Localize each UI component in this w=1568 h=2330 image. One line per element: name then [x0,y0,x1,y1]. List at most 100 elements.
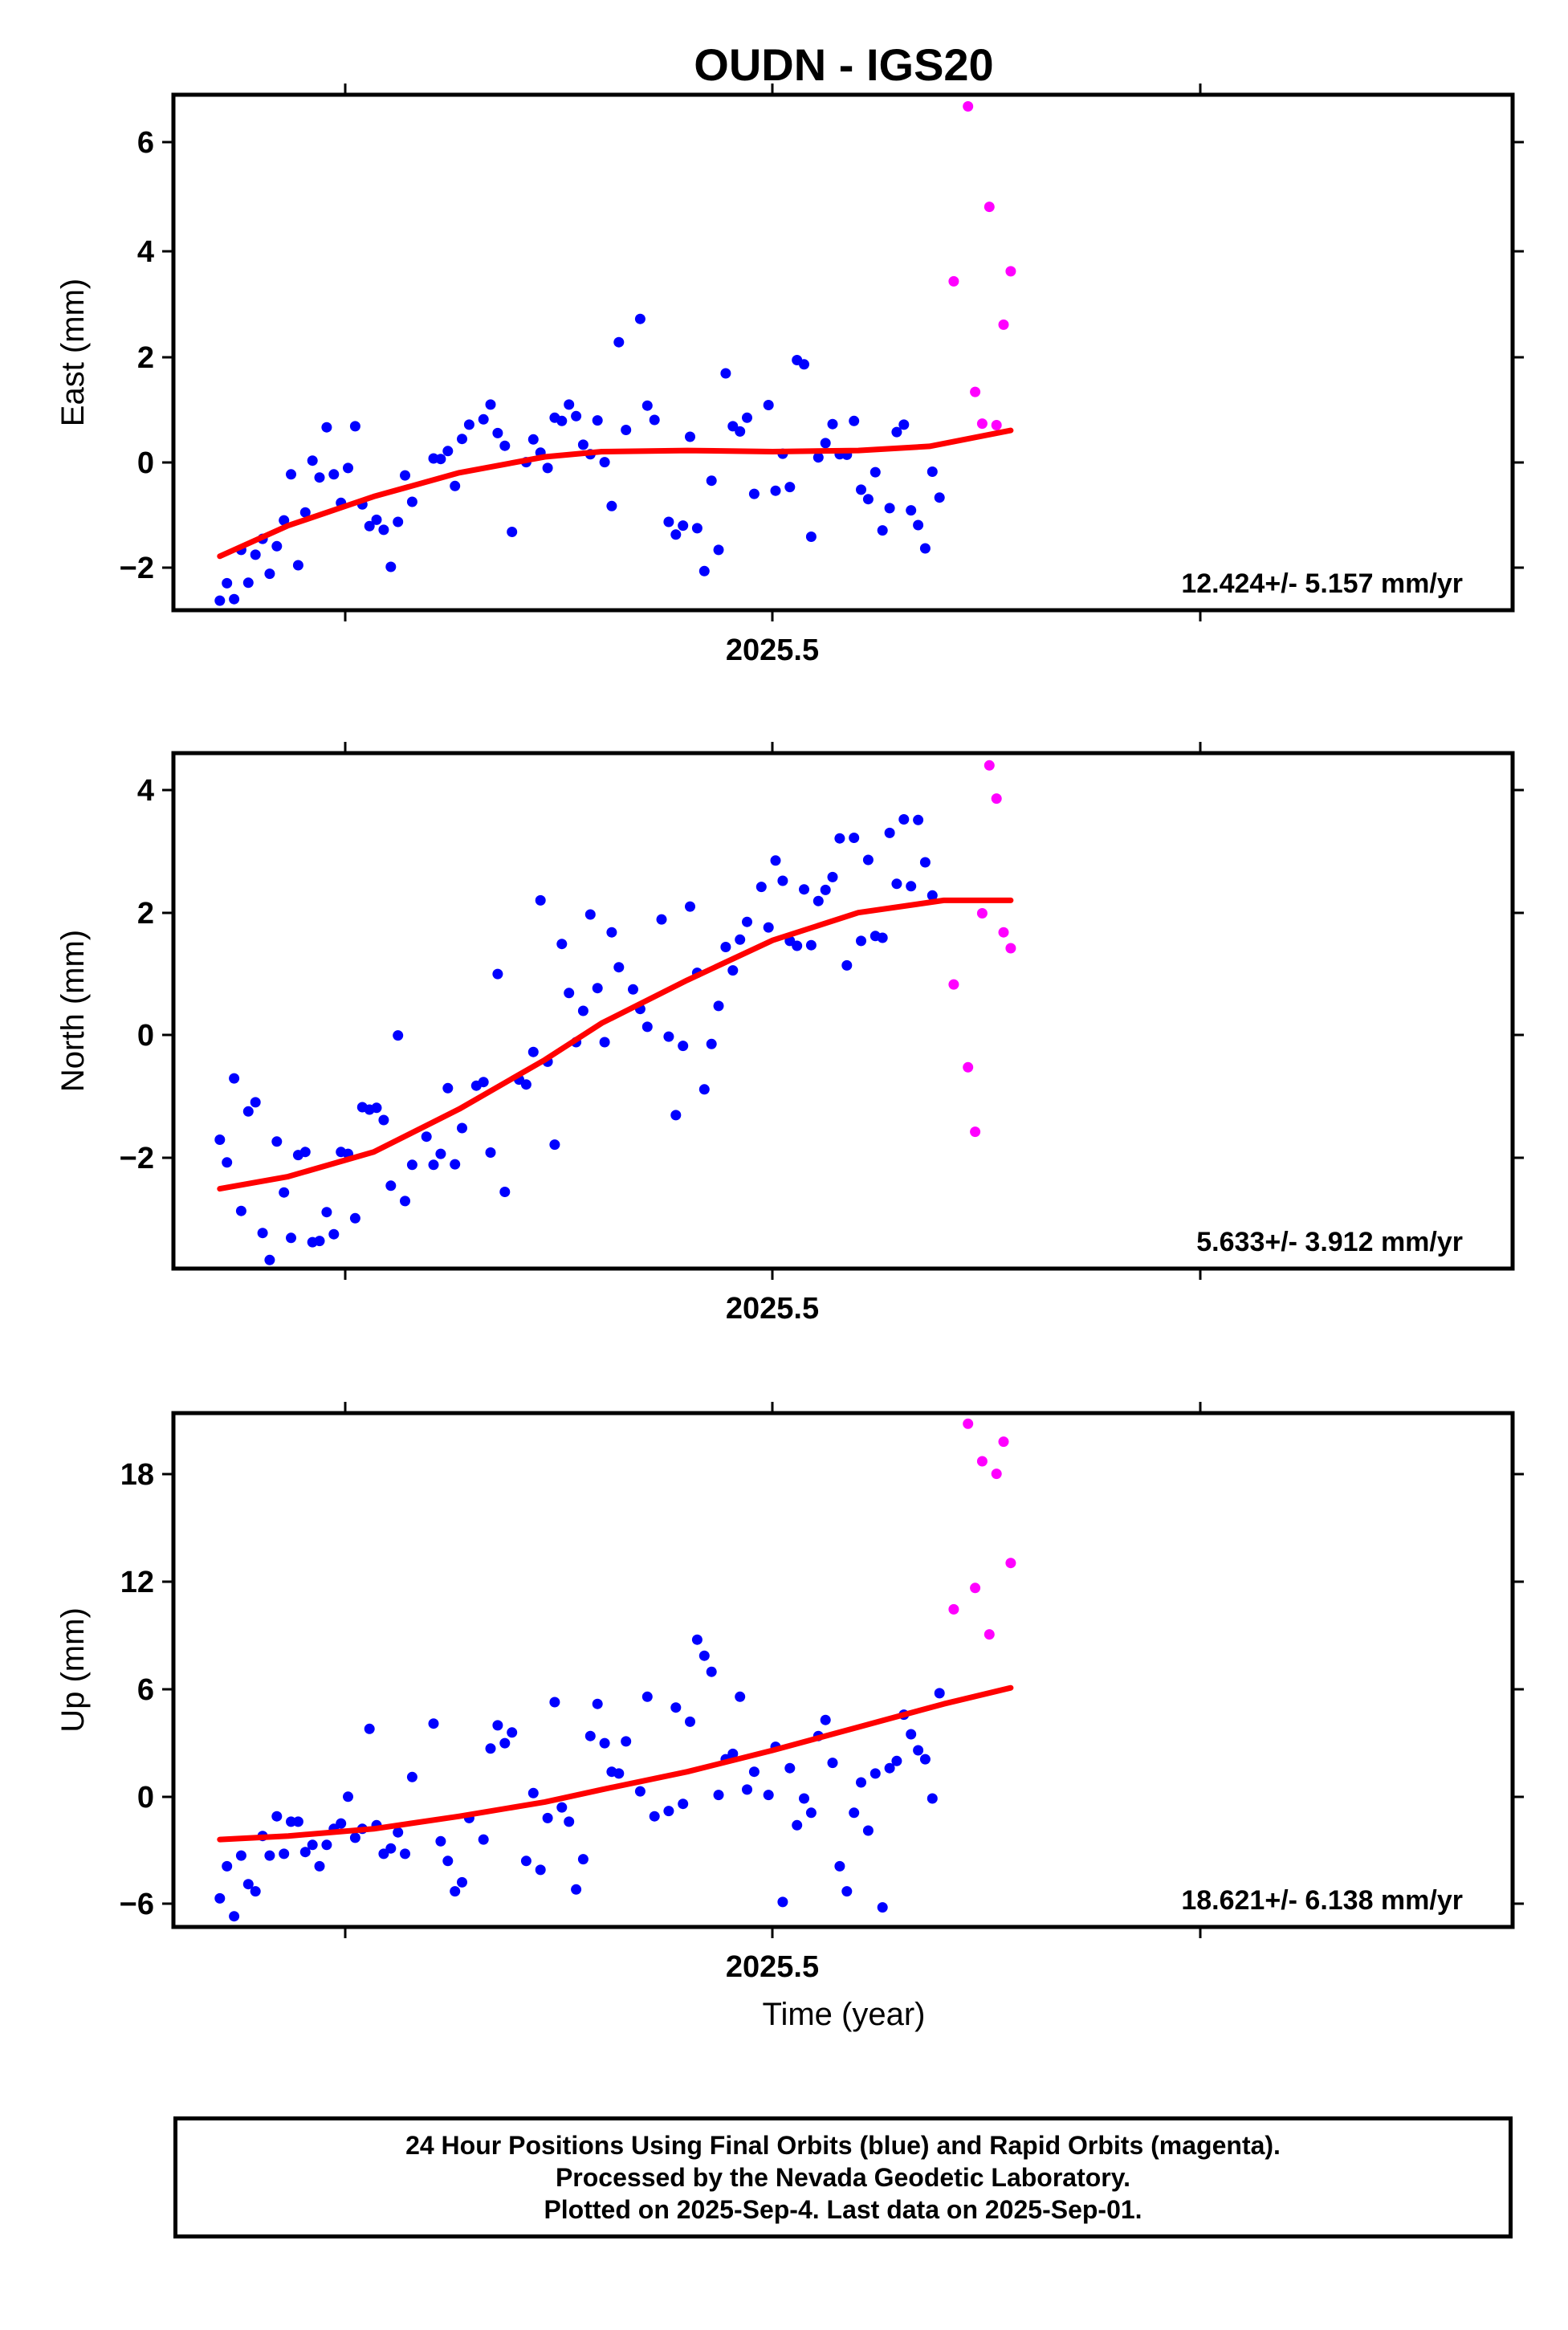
north-y-tick-label: 2 [137,897,154,931]
north-final-point [457,1122,467,1134]
east-rate-label: 12.424+/- 5.157 mm/yr [1181,568,1463,599]
east-final-point [229,593,240,605]
east-final-point [599,457,610,468]
north-final-point [299,1147,311,1158]
north-final-point [564,988,575,999]
up-frame [171,1411,1515,1929]
east-final-point [286,469,296,480]
north-fit-line [217,897,1014,1192]
east-final-point [742,412,752,423]
up-final-point [678,1798,689,1810]
east-frame [171,92,1515,613]
east-final-point [691,523,703,534]
north-rapid-point [984,760,995,771]
north-final-point [763,922,774,933]
up-final-point [535,1864,546,1876]
north-final-point [755,882,767,893]
east-y-tick-label: 0 [137,446,154,480]
east-final-point [934,492,945,503]
up-final-point [599,1737,610,1749]
east-final-point [827,418,838,430]
north-final-point [584,909,596,920]
up-final-point [685,1716,695,1727]
north-x-tick-label: 2025.5 [726,1292,819,1326]
up-final-point [279,1848,290,1860]
up-final-point [393,1827,404,1838]
up-y-tick-label: 18 [120,1458,154,1492]
north-final-point [891,878,902,890]
up-final-point [592,1698,603,1709]
up-final-point [748,1766,760,1778]
east-final-point [663,516,674,528]
up-rapid-point [998,1436,1009,1448]
north-final-point [641,1021,653,1033]
east-final-point [400,470,410,481]
east-final-point [720,368,731,379]
east-final-point [770,485,781,496]
east-final-point [919,543,931,554]
north-final-point [735,934,746,945]
east-plot-area [214,101,1016,606]
x-axis-title: Time (year) [763,1997,926,2032]
north-final-point [827,871,838,882]
north-final-point [442,1082,454,1094]
east-final-point [891,426,902,438]
north-final-point [371,1102,382,1114]
up-final-point [735,1691,746,1702]
east-y-axis-label: East (mm) [55,279,91,426]
up-y-axis-label: Up (mm) [55,1607,91,1733]
north-final-point [898,814,910,825]
north-final-point [271,1136,283,1147]
east-y-tick-label: 2 [137,341,154,375]
chart-title: OUDN - IGS20 [694,39,993,90]
east-final-point [406,496,417,507]
north-final-point [214,1134,226,1145]
east-final-point [706,475,717,487]
east-final-point [799,359,809,370]
east-final-point [898,419,910,430]
north-final-point [919,857,931,868]
north-final-point [813,895,824,906]
north-final-point [492,968,503,980]
north-final-point [599,1037,610,1048]
up-final-point [641,1691,653,1702]
up-final-point [478,1834,489,1845]
up-rapid-point [963,1418,974,1429]
up-y-tick-label: 6 [137,1673,154,1707]
north-final-point [656,914,667,925]
up-final-point [777,1896,788,1908]
north-final-point [792,940,803,951]
up-y-tick-label: 0 [137,1781,154,1815]
up-final-point [299,1847,311,1858]
east-final-point [242,577,254,589]
up-final-point [499,1737,511,1749]
up-final-point [235,1850,246,1861]
up-rapid-point [984,1629,995,1640]
up-final-point [292,1816,303,1827]
north-final-point [428,1159,439,1171]
east-final-point [314,472,325,483]
east-final-point [507,527,518,537]
east-final-point [820,438,831,449]
east-y-tick-label: −2 [120,552,154,585]
north-final-point [314,1236,325,1247]
up-final-point [229,1911,240,1922]
north-y-tick-label: 0 [137,1019,154,1053]
north-final-point [549,1139,560,1151]
east-final-point [856,484,866,495]
east-final-point [371,514,382,525]
up-final-point [691,1634,703,1645]
north-final-point [862,854,874,866]
east-final-point [222,577,233,589]
north-final-point [520,1079,531,1090]
north-final-point [393,1030,404,1041]
up-final-point [577,1854,589,1865]
east-final-point [748,488,760,499]
east-rapid-point [948,275,959,287]
up-final-point [713,1790,724,1801]
up-final-point [877,1902,888,1913]
up-final-point [450,1886,461,1897]
north-final-point [698,1084,710,1095]
north-final-point [286,1232,296,1244]
east-final-point [271,540,283,552]
